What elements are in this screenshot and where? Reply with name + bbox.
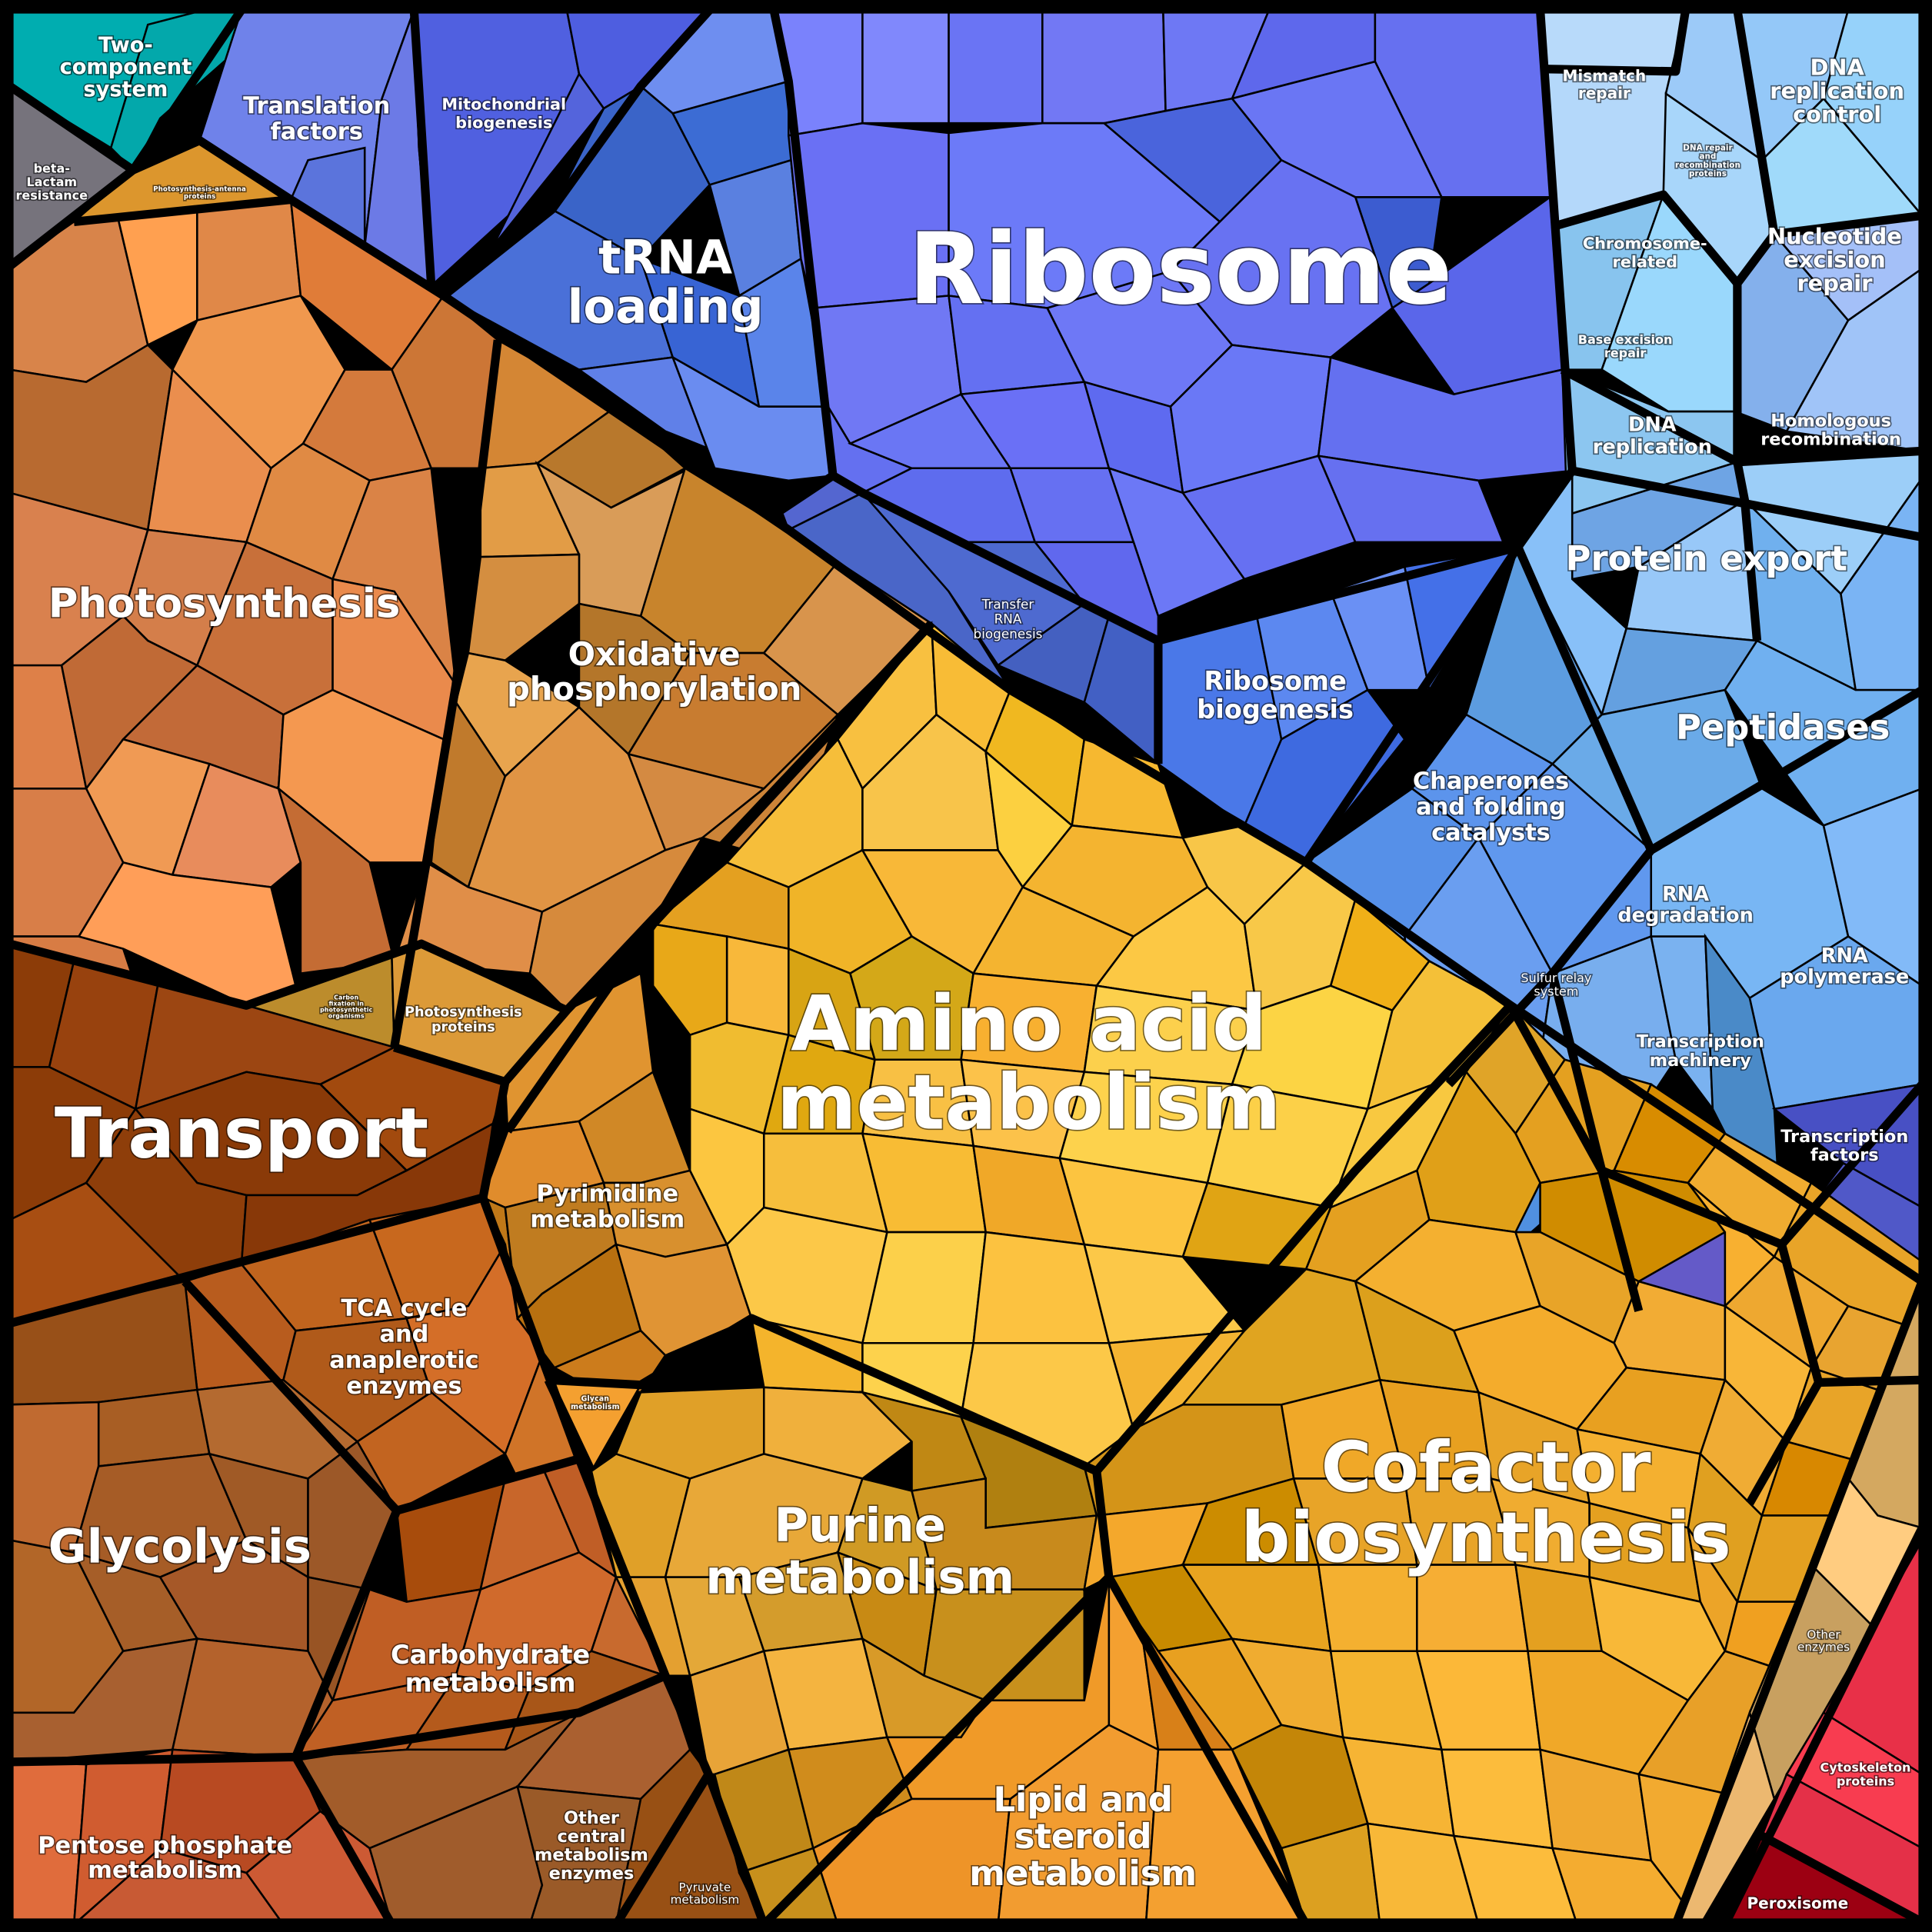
label-glycolysis: Glycolysis [48, 1519, 311, 1574]
label-carbon-fixation: Carbon fixation in photosynthetic organisms [320, 994, 372, 1019]
label-rna-degradation: RNA degradation [1617, 883, 1754, 927]
region-amino-acid-metabolism[interactable] [651, 621, 1512, 1467]
label-dna-replication: DNA replication [1593, 414, 1712, 459]
label-pyrimidine-metabolism: Pyrimidine metabolism [530, 1181, 685, 1234]
label-pentose-phosphate: Pentose phosphate metabolism [38, 1832, 292, 1884]
label-translation-factors: Translation factors [243, 92, 390, 145]
region-cofactor-biosynthesis[interactable] [1083, 1004, 1925, 1927]
label-lipid-steroid-metabolism: Lipid and steroid metabolism [969, 1779, 1197, 1894]
label-two-component-system: Two-component system [60, 33, 192, 102]
region-photosynthesis[interactable] [8, 198, 499, 1007]
label-chromosome-related: Chromosome-related [1583, 235, 1707, 271]
region-other-central-metabolism[interactable] [294, 1674, 691, 1926]
label-trna-loading: tRNA loading [568, 231, 764, 335]
label-pyruvate-metabolism: Pyruvate metabolism [671, 1880, 740, 1907]
region-ribosome[interactable] [772, 8, 1574, 643]
labels: Two-component system beta-Lactam resistanc… [15, 32, 1912, 1914]
label-photosynthesis-antenna-proteins: Photosynthesis-antenna proteins [153, 185, 246, 201]
group-borders [7, 7, 1927, 1928]
label-purine-metabolism: Purine metabolism [705, 1498, 1014, 1604]
region-glycolysis[interactable] [8, 1280, 398, 1764]
label-amino-acid-metabolism: Amino acid metabolism [777, 980, 1281, 1148]
label-beta-lactam-resistance: beta-Lactam resistance [16, 161, 88, 202]
label-oxidative-phosphorylation: Oxidative phosphorylation [507, 635, 801, 708]
label-glycan-metabolism: Glycan metabolism [571, 1395, 619, 1411]
label-nucleotide-excision-repair: Nucleotide excision repair [1767, 223, 1902, 296]
label-dna-repair-recombination: DNA repair and recombination proteins [1675, 143, 1740, 178]
label-mismatch-repair: Mismatch repair [1562, 67, 1646, 102]
label-dna-replication-control: DNA replication control [1770, 55, 1904, 128]
label-chaperones: Chaperones and folding catalysts [1413, 768, 1569, 846]
region-protein-export[interactable] [1464, 467, 1924, 851]
label-peptidases: Peptidases [1676, 707, 1890, 748]
label-transfer-rna-biogenesis: Transfer RNA biogenesis [974, 596, 1043, 641]
region-dna-replication-control[interactable] [1736, 8, 1924, 235]
region-nucleotide-excision-repair[interactable] [1734, 214, 1924, 452]
region-purine-metabolism[interactable] [590, 1386, 1098, 1926]
label-ribosome: Ribosome [908, 212, 1452, 327]
region-cytoskeleton-proteins[interactable] [1760, 1536, 1924, 1927]
label-other-central-metabolism: Other central metabolism enzymes [535, 1808, 648, 1884]
label-transport: Transport [55, 1094, 428, 1174]
label-ribosome-biogenesis: Ribosome biogenesis [1197, 666, 1354, 724]
label-transcription-machinery: Transcription machinery [1637, 1032, 1764, 1071]
label-tca-cycle: TCA cycle and anaplerotic enzymes [329, 1295, 478, 1400]
label-cofactor-biosynthesis: Cofactor biosynthesis [1241, 1427, 1730, 1577]
region-trna-loading[interactable] [441, 8, 834, 482]
region-transport[interactable] [8, 942, 507, 1325]
region-mitochondrial-biogenesis[interactable] [412, 8, 712, 288]
label-rna-polymerase: RNA polymerase [1780, 944, 1909, 988]
label-transcription-factors: Transcription factors [1780, 1127, 1908, 1165]
region-tca-cycle[interactable] [183, 1196, 578, 1512]
label-photosynthesis: Photosynthesis [48, 581, 401, 628]
label-carbohydrate-metabolism: Carbohydrate metabolism [391, 1640, 590, 1698]
label-homologous-recombination: Homologous recombination [1760, 411, 1901, 449]
label-sulfur-relay-system: Sulfur relay system [1521, 971, 1591, 999]
label-other-enzymes: Other enzymes [1797, 1628, 1850, 1654]
label-protein-export: Protein export [1566, 538, 1847, 579]
label-peroxisome: Peroxisome [1747, 1894, 1849, 1913]
label-base-excision-repair: Base excision repair [1578, 332, 1673, 361]
label-photosynthesis-proteins: Photosynthesis proteins [405, 1005, 521, 1035]
label-mitochondrial-biogenesis: Mitochondrial biogenesis [441, 95, 566, 132]
label-cytoskeleton-proteins: Cytoskeleton proteins [1820, 1760, 1911, 1789]
